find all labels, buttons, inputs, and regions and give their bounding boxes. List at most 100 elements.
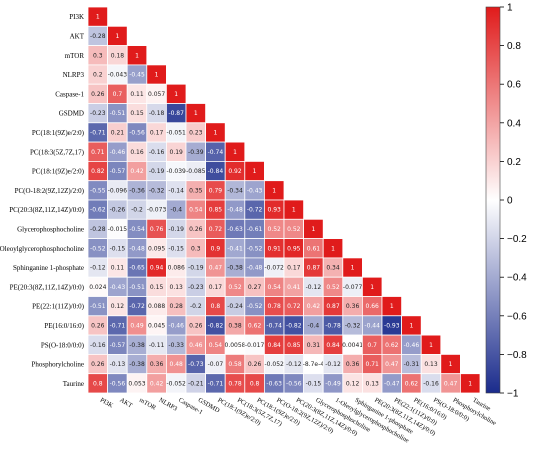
cell-value-label: -0.38 <box>227 265 243 272</box>
cell-value-label: -0.39 <box>188 149 204 156</box>
cell-value-label: 1 <box>194 110 198 117</box>
cell-value-label: -0.077 <box>343 284 363 291</box>
cell-value-label: -0.052 <box>265 361 285 368</box>
cell-value-label: 0.62 <box>385 342 399 349</box>
cell-value-label: 0.49 <box>130 322 144 329</box>
cell-value-label: -0.19 <box>149 168 165 175</box>
cell-value-label: 1 <box>253 168 257 175</box>
cell-value-label: -0.14 <box>168 187 184 194</box>
row-label: PC(O-18:2(9Z,12Z)/2:0) <box>15 187 85 195</box>
cell-value-label: 0.36 <box>346 303 360 310</box>
colorbar-tick-label: −0.8 <box>507 350 527 361</box>
colorbar: 1 0.8 0.6 0.4 0.2 0 −0.2 −0.4 −0.6 −0.8 −1 <box>485 3 527 400</box>
cell-value-label: -0.51 <box>90 303 106 310</box>
cell-value-label: 0.36 <box>346 361 360 368</box>
cell-value-label: -0.48 <box>247 265 263 272</box>
cell-value-label: -0.4 <box>308 322 320 329</box>
cell-value-label: 1 <box>213 129 217 136</box>
colorbar-tick-label: −0.4 <box>507 273 527 284</box>
cell-value-label: 0.27 <box>248 284 262 291</box>
cell-value-label: 0.17 <box>209 284 223 291</box>
cell-value-label: -8.7e-4 <box>303 361 325 368</box>
cell-value-label: 1 <box>155 72 159 79</box>
cell-value-label: -0.57 <box>110 342 126 349</box>
cell-value-label: 1 <box>96 14 100 21</box>
cell-value-label: -0.085 <box>186 168 206 175</box>
cell-value-label: 0.26 <box>91 361 105 368</box>
cell-value-label: 0.71 <box>366 361 380 368</box>
cell-value-label: 0.057 <box>148 91 165 98</box>
cell-value-label: 0.47 <box>209 265 223 272</box>
cell-value-label: -0.46 <box>110 149 126 156</box>
cell-value-label: -0.051 <box>167 129 187 136</box>
cell-value-label: 0.87 <box>326 303 340 310</box>
cell-value-label: -0.16 <box>149 149 165 156</box>
row-label: AKT <box>70 32 85 40</box>
cell-value-label: -0.2 <box>131 207 143 214</box>
cell-value-label: -0.38 <box>129 361 145 368</box>
row-label: Caspase-1 <box>55 90 84 98</box>
cell-value-label: -0.043 <box>108 72 128 79</box>
cell-value-label: -0.12 <box>306 284 322 291</box>
cell-value-label: 0.41 <box>287 284 301 291</box>
cell-value-label: 0.12 <box>111 303 125 310</box>
cell-value-label: 0.82 <box>91 168 105 175</box>
cell-value-label: 0.23 <box>189 129 203 136</box>
cell-value-label: -0.072 <box>265 265 285 272</box>
cell-value-label: 0.17 <box>287 265 301 272</box>
cell-value-label: -0.84 <box>208 168 224 175</box>
cell-value-label: 0.84 <box>326 342 340 349</box>
cell-value-label: 1 <box>409 322 413 329</box>
cell-value-label: 1 <box>370 284 374 291</box>
colorbar-tick-label: 0.2 <box>507 157 521 168</box>
cell-value-label: -0.15 <box>168 245 184 252</box>
cell-value-label: -0.34 <box>227 187 243 194</box>
cell-value-label: -0.45 <box>129 72 145 79</box>
row-label: PC(18:3(5Z,7Z,17) <box>30 148 85 156</box>
row-label: Phosphorylcholine <box>32 361 85 369</box>
column-labels: PI3K AKT mTOR NLRP3Caspase-1GSDMDPC(18:1(9Z… <box>99 397 498 445</box>
cell-value-label: -0.073 <box>147 207 167 214</box>
row-label: GSDMD <box>59 110 84 118</box>
cell-value-label: 0.8 <box>93 380 103 387</box>
cell-value-label: 1 <box>115 33 119 40</box>
cell-value-label: 0.52 <box>268 226 282 233</box>
cell-value-label: 0.84 <box>268 342 282 349</box>
cell-value-label: 0.62 <box>405 380 419 387</box>
cell-value-label: 0.095 <box>148 245 165 252</box>
cell-value-label: -0.32 <box>345 322 361 329</box>
cell-value-label: -0.41 <box>227 245 243 252</box>
cell-value-label: -0.73 <box>188 361 204 368</box>
cell-value-label: 0.66 <box>366 303 380 310</box>
cell-value-label: -0.16 <box>423 380 439 387</box>
cell-value-label: 0.85 <box>209 207 223 214</box>
row-label: PS(O-18:0/0:0) <box>41 341 85 349</box>
cell-value-label: 1 <box>174 91 178 98</box>
cell-value-label: 0.78 <box>228 380 242 387</box>
cell-value-label: 0.58 <box>228 361 242 368</box>
cell-value-label: 0.3 <box>93 52 103 59</box>
colorbar-tick-label: 0.8 <box>507 41 521 52</box>
cell-value-label: 0.91 <box>268 245 282 252</box>
cell-value-label: 0.95 <box>287 245 301 252</box>
cell-value-label: -0.44 <box>364 322 380 329</box>
cell-value-label: -0.19 <box>168 226 184 233</box>
cell-value-label: -0.12 <box>90 265 106 272</box>
cell-value-label: -0.55 <box>90 187 106 194</box>
heatmap-cell <box>459 373 481 394</box>
cell-value-label: 0.54 <box>268 284 282 291</box>
cell-value-label: -0.56 <box>286 380 302 387</box>
cell-value-label: 0.62 <box>248 322 262 329</box>
cell-value-label: -0.56 <box>129 129 145 136</box>
cell-value-label: 0.26 <box>91 91 105 98</box>
cell-value-label: 0.47 <box>444 380 458 387</box>
cell-value-label: 0.52 <box>326 284 340 291</box>
cell-value-label: 0.15 <box>150 284 164 291</box>
cell-value-label: -0.15 <box>110 245 126 252</box>
cell-value-label: 0.47 <box>385 361 399 368</box>
cell-value-label: -0.49 <box>325 380 341 387</box>
cell-value-label: -0.74 <box>208 149 224 156</box>
cell-value-label: -0.017 <box>245 342 265 349</box>
cell-value-label: 0.72 <box>287 303 301 310</box>
cell-value-label: 0.16 <box>130 149 144 156</box>
